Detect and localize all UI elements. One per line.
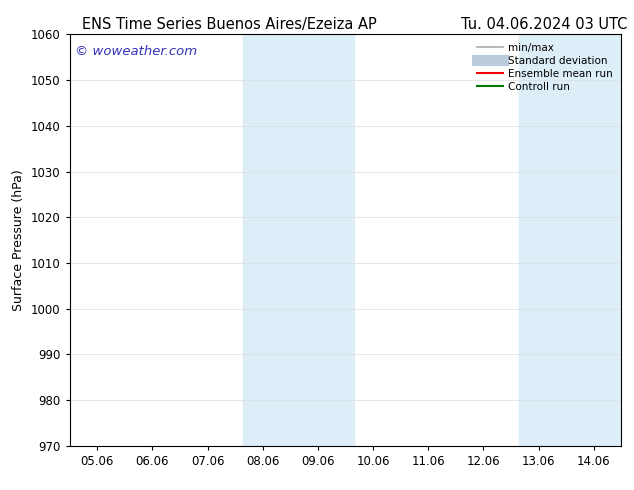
Legend: min/max, Standard deviation, Ensemble mean run, Controll run: min/max, Standard deviation, Ensemble me…	[474, 40, 616, 95]
Text: Tu. 04.06.2024 03 UTC: Tu. 04.06.2024 03 UTC	[462, 17, 628, 32]
Bar	[243, 34, 354, 446]
Y-axis label: Surface Pressure (hPa): Surface Pressure (hPa)	[13, 169, 25, 311]
Bar	[519, 34, 621, 446]
Text: ENS Time Series Buenos Aires/Ezeiza AP: ENS Time Series Buenos Aires/Ezeiza AP	[82, 17, 377, 32]
Text: © woweather.com: © woweather.com	[75, 45, 197, 58]
